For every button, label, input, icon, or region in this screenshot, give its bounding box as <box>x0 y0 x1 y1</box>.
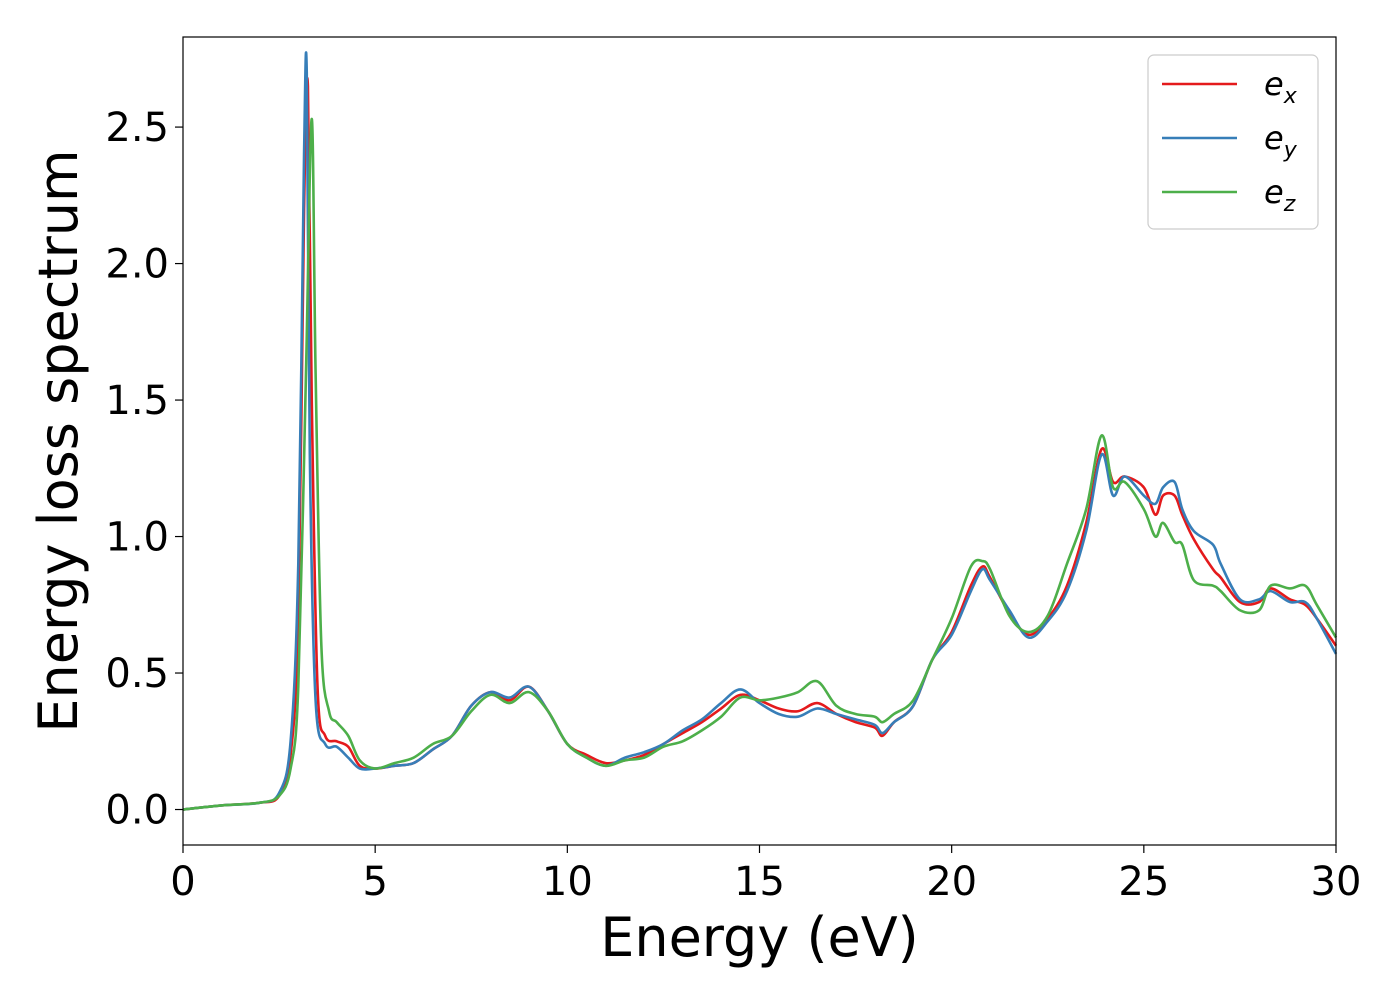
y-tick-label: 2.5 <box>105 105 169 151</box>
legend-box <box>1147 54 1319 230</box>
series-line-ey <box>182 51 1338 811</box>
series-layer <box>182 51 1338 811</box>
y-axis-title: Energy loss spectrum <box>27 149 90 732</box>
legend-label-ex: ex <box>1264 65 1298 109</box>
series-line-ez <box>182 117 1338 811</box>
y-tick-label: 2.0 <box>105 242 169 288</box>
x-axis-title: Energy (eV) <box>600 906 919 969</box>
x-tick-label: 5 <box>362 859 387 905</box>
plot-background <box>183 37 1336 845</box>
y-tick-label: 0.5 <box>105 651 169 697</box>
x-tick-label: 15 <box>734 859 785 905</box>
y-tick-label: 0.0 <box>105 788 169 834</box>
x-tick-label: 30 <box>1311 859 1362 905</box>
x-tick-label: 25 <box>1118 859 1169 905</box>
y-tick-label: 1.0 <box>105 515 169 561</box>
y-ticks: 0.0 0.5 1.0 1.5 2.0 2.5 <box>105 105 183 834</box>
legend: ex ey ez <box>1147 54 1319 230</box>
legend-label-ez: ez <box>1264 173 1296 217</box>
legend-items: ex ey ez <box>1162 65 1298 217</box>
y-tick-label: 1.5 <box>105 378 169 424</box>
x-tick-label: 10 <box>542 859 593 905</box>
x-tick-label: 20 <box>926 859 977 905</box>
x-tick-label: 0 <box>170 859 195 905</box>
legend-label-ey: ey <box>1264 119 1298 163</box>
x-ticks: 0 5 10 15 20 25 30 <box>170 845 1361 905</box>
series-line-ex <box>182 76 1338 811</box>
